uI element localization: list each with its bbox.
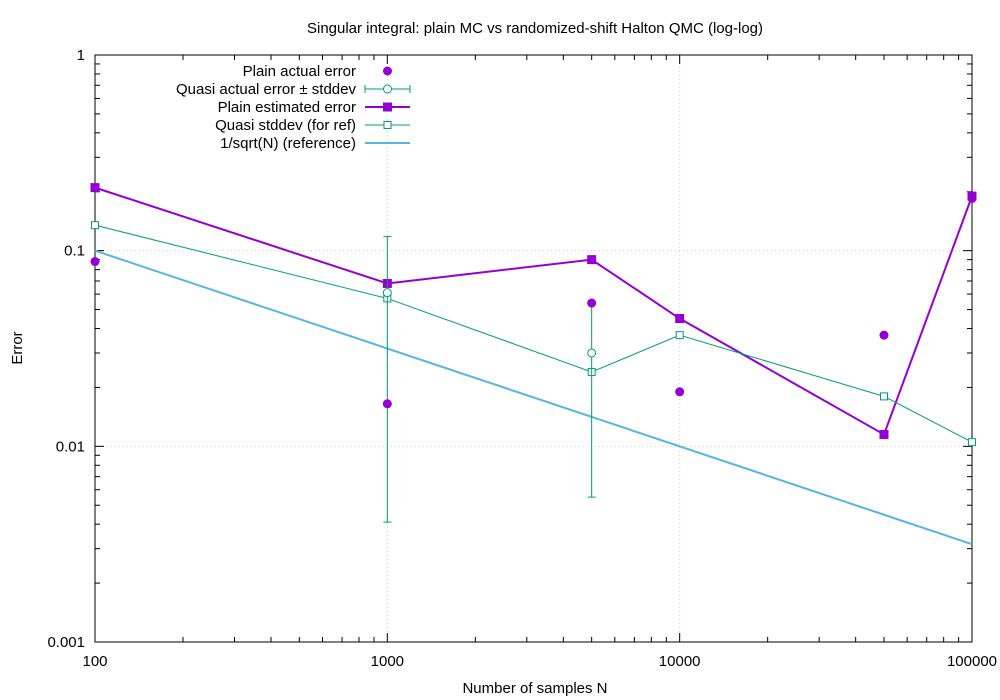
data-point (90, 257, 100, 267)
data-point (675, 314, 685, 324)
series-plain-actual-error (90, 193, 977, 409)
x-tick-label: 1000 (371, 653, 404, 670)
data-point (382, 399, 392, 409)
y-tick-label: 1 (77, 47, 85, 64)
legend-entry: Plain actual error (243, 63, 392, 80)
series-line (94, 224, 973, 443)
series-quasi-actual-error-stddev (382, 236, 597, 523)
series-line (94, 186, 973, 436)
axes: 100 1000 10000 100000 0.001 0.01 0.1 1 (47, 47, 997, 670)
x-tick-label: 100 (82, 653, 107, 670)
data-point (587, 298, 597, 308)
data-point (587, 255, 597, 265)
data-point (967, 193, 977, 203)
y-tick-label: 0.01 (56, 438, 85, 455)
data-point (587, 348, 597, 358)
legend-label: Plain estimated error (218, 99, 356, 116)
legend-label: Quasi stddev (for ref) (215, 117, 356, 134)
legend-entry: Quasi stddev (for ref) (215, 117, 410, 134)
legend-entry: Quasi actual error ± stddev (176, 81, 411, 98)
x-tick-label: 10000 (659, 653, 701, 670)
series-1-sqrt-n-reference (94, 249, 973, 546)
series-plain-estimated-error (90, 183, 977, 439)
data-point (968, 438, 976, 447)
data-point (675, 387, 685, 397)
data-point (90, 183, 100, 193)
plot-area (90, 183, 977, 546)
series-line (94, 249, 973, 546)
legend-marker (383, 102, 392, 112)
data-point (91, 221, 99, 230)
legend-entry: Plain estimated error (218, 99, 410, 116)
data-point (675, 331, 684, 340)
data-point (879, 392, 888, 401)
y-axis-label: Error (9, 331, 26, 364)
legend-label: 1/sqrt(N) (reference) (220, 135, 356, 152)
legend-label: Plain actual error (243, 63, 356, 80)
legend-marker (383, 121, 392, 129)
legend-marker (383, 84, 392, 94)
legend-marker (383, 66, 392, 76)
data-point (879, 429, 889, 439)
plot-frame (94, 54, 973, 643)
data-point (382, 288, 392, 298)
x-tick-label: 100000 (947, 653, 997, 670)
data-point (879, 330, 889, 340)
y-tick-label: 0.001 (47, 634, 85, 651)
legend-entry: 1/sqrt(N) (reference) (220, 135, 410, 152)
x-axis-label: Number of samples N (462, 680, 607, 697)
legend-label: Quasi actual error ± stddev (176, 81, 356, 98)
y-tick-label: 0.1 (64, 243, 85, 260)
chart-title: Singular integral: plain MC vs randomize… (307, 20, 763, 37)
